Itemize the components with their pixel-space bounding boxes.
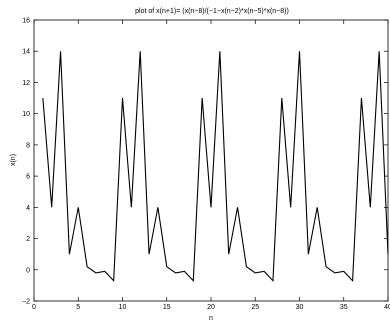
y-tick-label: 16 [22,18,30,25]
y-tick-label: 10 [22,111,30,118]
y-tick-label: 8 [26,142,30,149]
x-tick-label: 20 [207,304,215,311]
y-tick-label: 12 [22,80,30,87]
x-axis-label: n [209,315,213,322]
x-tick-label: 35 [340,304,348,311]
y-tick-label: 0 [26,267,30,274]
x-tick-label: 40 [384,304,390,311]
chart-title: plot of x(n+1)= (x(n−8)/(−1−x(n−2)*x(n−5… [135,8,289,15]
x-tick-label: 25 [251,304,259,311]
y-tick-label: 2 [26,236,30,243]
y-tick-label: 14 [22,49,30,56]
x-tick-label: 10 [119,304,127,311]
y-tick-label: 4 [26,205,30,212]
x-tick-label: 30 [296,304,304,311]
y-axis-label: x(n) [10,154,17,166]
x-tick-label: 0 [32,304,36,311]
plot-area-frame [33,19,389,302]
axis-ticks [33,19,389,302]
series-line [42,51,389,283]
x-tick-label: 5 [76,304,80,311]
x-tick-label: 15 [163,304,171,311]
y-tick-label: 6 [26,174,30,181]
y-tick-label: −2 [22,299,30,306]
